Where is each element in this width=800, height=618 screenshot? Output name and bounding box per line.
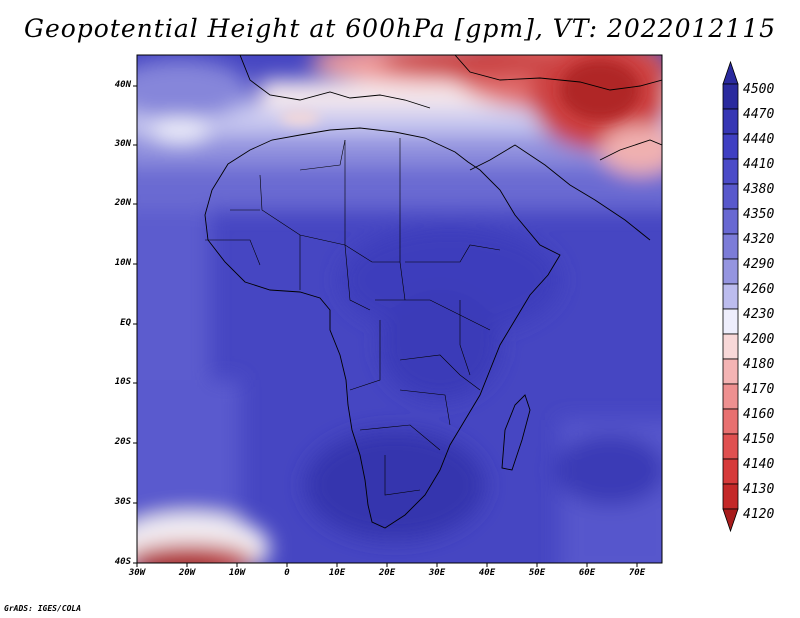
colorbar-swatch-4150	[722, 433, 739, 460]
x-axis-label-70e: 70E	[628, 568, 646, 578]
x-axis-label-40e: 40E	[478, 568, 496, 578]
colorbar-swatch-4200	[722, 333, 739, 360]
colorbar-swatch-4160	[722, 408, 739, 435]
colorbar-label-4200: 4200	[743, 332, 775, 347]
colorbar-label-4170: 4170	[743, 382, 775, 397]
y-axis-label-eq: EQ	[120, 318, 131, 328]
colorbar-label-4290: 4290	[743, 257, 775, 272]
x-axis-label-10w: 10W	[228, 568, 246, 578]
x-axis-label-20e: 20E	[378, 568, 396, 578]
colorbar-swatch-4260	[722, 283, 739, 310]
y-axis-label-20s: 20S	[114, 437, 131, 447]
y-axis-label-40n: 40N	[114, 80, 131, 90]
colorbar-swatch-4500	[722, 83, 739, 110]
colorbar-swatch-4320	[722, 233, 739, 260]
colorbar-swatch-4290	[722, 258, 739, 285]
y-axis-label-30n: 30N	[114, 139, 131, 149]
y-axis-label-20n: 20N	[114, 198, 131, 208]
colorbar-label-4130: 4130	[743, 482, 775, 497]
colorbar-swatch-4140	[722, 458, 739, 485]
country-borders	[205, 138, 501, 496]
x-axis-label-10e: 10E	[328, 568, 346, 578]
colorbar-label-4160: 4160	[743, 407, 775, 422]
colorbar	[722, 60, 739, 533]
colorbar-swatch-4350	[722, 208, 739, 235]
colorbar-label-4380: 4380	[743, 182, 775, 197]
colorbar-bottom-arrow	[722, 508, 739, 533]
x-axis-label-60e: 60E	[578, 568, 596, 578]
colorbar-label-4260: 4260	[743, 282, 775, 297]
colorbar-label-4470: 4470	[743, 107, 775, 122]
colorbar-label-4140: 4140	[743, 457, 775, 472]
y-axis-label-10s: 10S	[114, 377, 131, 387]
colorbar-label-4120: 4120	[743, 507, 775, 522]
colorbar-swatch-4380	[722, 183, 739, 210]
colorbar-swatch-4410	[722, 158, 739, 185]
colorbar-swatch-4470	[722, 108, 739, 135]
height-field	[137, 55, 662, 563]
x-axis-label-20w: 20W	[178, 568, 196, 578]
colorbar-label-4500: 4500	[743, 82, 775, 97]
colorbar-swatch-4230	[722, 308, 739, 335]
colorbar-swatch-4130	[722, 483, 739, 510]
colorbar-label-4410: 4410	[743, 157, 775, 172]
y-axis-label-30s: 30S	[114, 497, 131, 507]
colorbar-label-4230: 4230	[743, 307, 775, 322]
colorbar-label-4320: 4320	[743, 232, 775, 247]
colorbar-swatch-4440	[722, 133, 739, 160]
y-axis-label-40s: 40S	[114, 557, 131, 567]
x-axis-label-50e: 50E	[528, 568, 546, 578]
x-axis-label-30e: 30E	[428, 568, 446, 578]
colorbar-label-4180: 4180	[743, 357, 775, 372]
y-axis-label-10n: 10N	[114, 258, 131, 268]
colorbar-label-4150: 4150	[743, 432, 775, 447]
colorbar-swatch-4170	[722, 383, 739, 410]
axis-ticks	[133, 85, 638, 567]
footer-credit: GrADS: IGES/COLA	[4, 604, 82, 613]
colorbar-top-arrow	[722, 60, 739, 85]
x-axis-label-30w: 30W	[128, 568, 146, 578]
x-axis-label-0: 0	[284, 568, 290, 578]
coastlines	[204, 55, 662, 529]
colorbar-swatch-4180	[722, 358, 739, 385]
plot-frame	[136, 54, 663, 564]
map-title: Geopotential Height at 600hPa [gpm], VT:…	[23, 14, 777, 43]
colorbar-label-4350: 4350	[743, 207, 775, 222]
colorbar-label-4440: 4440	[743, 132, 775, 147]
